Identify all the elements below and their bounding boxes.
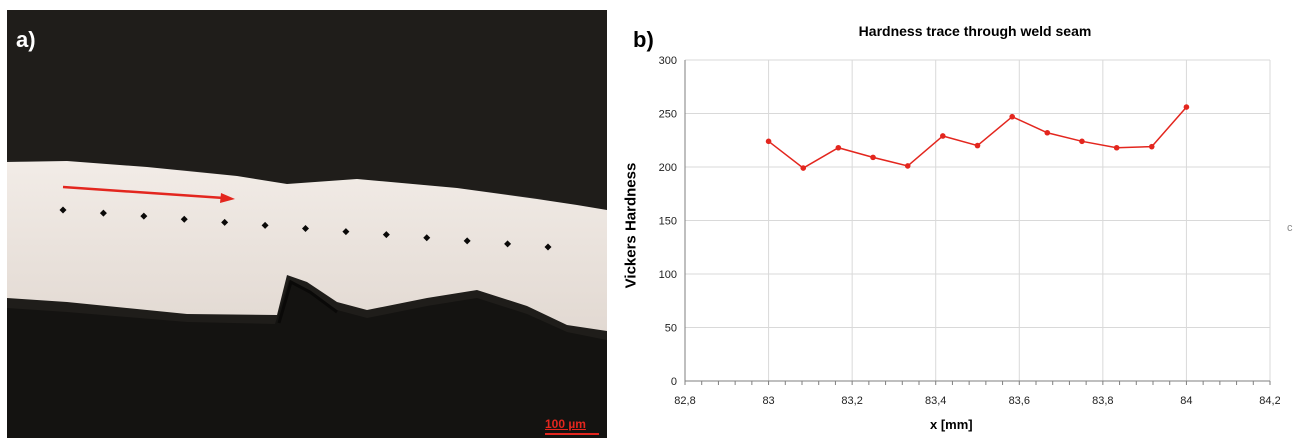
data-point (1044, 129, 1051, 136)
x-axis-label: x [mm] (930, 417, 973, 432)
x-tick-label: 83,2 (841, 395, 862, 407)
data-point (765, 138, 772, 145)
x-tick-label: 83,8 (1092, 395, 1113, 407)
hardness-indent (544, 243, 552, 251)
y-tick-label: 100 (659, 269, 677, 281)
hardness-indent (382, 231, 390, 239)
chart-title: Hardness trace through weld seam (858, 23, 1092, 39)
data-point (870, 154, 876, 161)
hardness-indent (261, 221, 269, 229)
hardness-indent (423, 234, 431, 242)
y-tick-label: 250 (659, 109, 677, 121)
grid-layer (684, 59, 1271, 382)
data-point (800, 165, 807, 171)
weld-metal (7, 161, 607, 331)
trace-arrow-head (220, 193, 235, 203)
y-tick-label: 50 (665, 323, 677, 335)
data-point (1148, 143, 1155, 150)
hardness-indent (140, 212, 148, 220)
series-line (768, 106, 1187, 169)
data-point (974, 142, 981, 149)
lower-dark-region (7, 280, 607, 438)
x-tick-label: 83,4 (925, 395, 946, 407)
edge-mark: c (1287, 222, 1293, 234)
data-point (1113, 144, 1120, 151)
micrograph-image (7, 10, 607, 438)
y-tick-label: 150 (659, 216, 677, 228)
trace-arrow-line (62, 185, 225, 200)
x-tick-label: 82,8 (674, 395, 695, 407)
axis-layer: 82,8 83 83,2 83,4 83,6 83,8 84 84,2 0 50 100 150 200… (659, 55, 1280, 407)
x-tick-label: 84 (1180, 395, 1192, 407)
x-tick-label: 83 (762, 395, 774, 407)
hardness-indent (221, 218, 229, 226)
y-tick-label: 0 (671, 376, 677, 388)
hardness-indent (59, 206, 67, 214)
y-tick-label: 200 (659, 162, 677, 174)
hardness-indent (463, 237, 471, 245)
hardness-chart: 82,8 83 83,2 83,4 83,6 83,8 84 84,2 0 50 100 150 200… (659, 55, 1280, 407)
hardness-indent (504, 240, 512, 248)
panel-a-label: a) (16, 27, 36, 52)
data-point (904, 163, 911, 169)
data-point (835, 144, 842, 151)
data-point (1183, 104, 1190, 110)
data-point (1079, 138, 1085, 145)
x-tick-label: 84,2 (1259, 395, 1280, 407)
panel-b-label: b) (633, 27, 654, 52)
series-layer (765, 104, 1190, 171)
data-point (940, 133, 946, 139)
micrograph-drawing (7, 10, 607, 438)
y-tick-label: 300 (659, 55, 677, 67)
data-point (1009, 113, 1015, 120)
hardness-indent (342, 228, 350, 236)
hardness-indent (302, 225, 309, 232)
scale-bar-label: 100 µm (545, 417, 586, 431)
hardness-indents (59, 206, 552, 251)
weld-notch (277, 279, 338, 324)
hardness-indent (99, 209, 107, 217)
hardness-indent (180, 215, 188, 223)
x-tick-label: 83,6 (1009, 395, 1030, 407)
